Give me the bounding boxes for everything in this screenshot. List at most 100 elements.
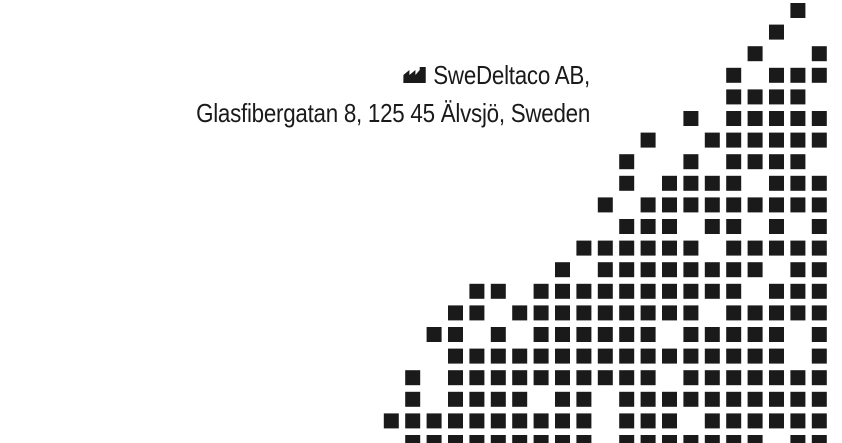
pixel-square bbox=[512, 435, 528, 443]
pixel-square bbox=[619, 283, 635, 299]
pixel-square bbox=[769, 305, 784, 321]
pixel-square bbox=[619, 262, 635, 278]
pixel-square bbox=[747, 89, 763, 105]
pixel-square bbox=[640, 262, 656, 278]
pixel-square bbox=[683, 391, 699, 407]
pixel-square bbox=[490, 370, 506, 386]
pixel-square bbox=[704, 283, 720, 299]
pixel-square bbox=[619, 370, 635, 386]
pixel-square bbox=[704, 132, 720, 148]
pixel-square bbox=[533, 327, 549, 342]
pixel-square bbox=[747, 154, 763, 170]
pixel-square bbox=[747, 240, 763, 256]
pixel-square bbox=[448, 391, 463, 407]
pixel-square bbox=[769, 327, 784, 342]
pixel-square bbox=[704, 327, 720, 342]
pixel-square bbox=[790, 370, 806, 386]
pixel-square bbox=[619, 240, 635, 256]
pixel-square bbox=[704, 370, 720, 386]
pixel-square bbox=[619, 413, 635, 429]
pixel-square bbox=[790, 197, 806, 213]
pixel-square bbox=[662, 305, 677, 321]
pixel-square bbox=[640, 283, 656, 299]
pixel-square bbox=[726, 219, 742, 234]
pixel-square bbox=[747, 262, 763, 278]
pixel-square bbox=[597, 283, 613, 299]
pixel-square bbox=[405, 370, 421, 386]
pixel-square bbox=[448, 348, 463, 364]
pixel-square bbox=[726, 370, 742, 386]
pixel-square bbox=[597, 197, 613, 213]
pixel-square bbox=[726, 197, 742, 213]
pixel-square bbox=[619, 175, 635, 191]
pixel-square bbox=[619, 348, 635, 364]
pixel-square bbox=[790, 240, 806, 256]
pixel-square bbox=[747, 370, 763, 386]
pixel-square bbox=[683, 327, 699, 342]
pixel-square bbox=[469, 283, 485, 299]
pixel-square bbox=[469, 305, 485, 321]
pixel-square bbox=[811, 327, 827, 342]
pixel-square bbox=[469, 348, 485, 364]
pixel-square bbox=[769, 89, 784, 105]
pixel-square bbox=[597, 348, 613, 364]
pixel-square bbox=[490, 413, 506, 429]
pixel-square bbox=[576, 348, 592, 364]
pixel-square bbox=[490, 327, 506, 342]
pixel-square bbox=[597, 240, 613, 256]
pixel-square bbox=[640, 240, 656, 256]
pixel-square bbox=[790, 283, 806, 299]
pixel-square bbox=[811, 305, 827, 321]
pixel-square bbox=[383, 413, 399, 429]
pixel-square bbox=[726, 175, 742, 191]
pixel-square bbox=[448, 370, 463, 386]
pixel-square bbox=[662, 348, 677, 364]
pixel-square bbox=[811, 46, 827, 62]
pixel-square bbox=[811, 348, 827, 364]
pixel-square bbox=[769, 111, 784, 126]
pixel-square bbox=[576, 391, 592, 407]
pixel-square bbox=[533, 370, 549, 386]
pixel-square bbox=[640, 132, 656, 148]
pixel-square bbox=[811, 413, 827, 429]
pixel-square bbox=[555, 262, 570, 278]
pixel-square bbox=[747, 327, 763, 342]
pixel-square bbox=[448, 305, 463, 321]
pixel-square bbox=[747, 197, 763, 213]
pixel-square bbox=[640, 348, 656, 364]
manufacturer-address: Glasfibergatan 8, 125 45 Älvsjö, Sweden bbox=[196, 98, 590, 128]
pixel-square bbox=[490, 391, 506, 407]
pixel-square bbox=[490, 283, 506, 299]
pixel-square bbox=[576, 370, 592, 386]
pixel-square bbox=[662, 413, 677, 429]
pixel-square bbox=[747, 391, 763, 407]
pixel-square bbox=[790, 89, 806, 105]
pixel-square bbox=[726, 283, 742, 299]
pixel-square bbox=[640, 327, 656, 342]
pixel-square bbox=[555, 435, 570, 443]
pixel-square bbox=[811, 391, 827, 407]
pixel-square bbox=[662, 240, 677, 256]
pixel-square bbox=[683, 348, 699, 364]
pixel-square bbox=[533, 305, 549, 321]
pixel-square bbox=[769, 391, 784, 407]
pixel-square bbox=[533, 348, 549, 364]
pixel-square bbox=[747, 413, 763, 429]
pixel-square bbox=[533, 413, 549, 429]
pixel-square bbox=[555, 391, 570, 407]
pixel-square bbox=[704, 391, 720, 407]
pixel-square bbox=[769, 67, 784, 83]
pixel-square bbox=[619, 391, 635, 407]
pixel-square bbox=[683, 370, 699, 386]
pixel-square bbox=[469, 370, 485, 386]
pixel-square bbox=[555, 413, 570, 429]
pixel-square bbox=[555, 327, 570, 342]
pixel-square bbox=[747, 348, 763, 364]
pixel-square bbox=[790, 67, 806, 83]
pixel-square bbox=[726, 391, 742, 407]
pixel-square bbox=[640, 435, 656, 443]
pixel-square bbox=[769, 240, 784, 256]
pixel-square bbox=[405, 413, 421, 429]
pixel-square bbox=[704, 348, 720, 364]
